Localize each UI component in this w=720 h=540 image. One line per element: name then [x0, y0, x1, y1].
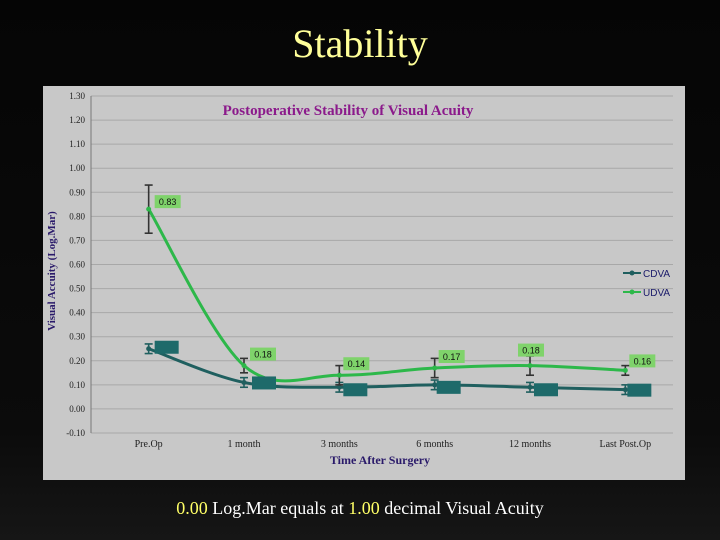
data-label-udva: 0.18 [250, 347, 276, 361]
marker-cdva [146, 346, 152, 352]
legend-label-cdva: CDVA [643, 269, 670, 280]
marker-cdva [527, 384, 533, 390]
chart-svg: 1.30 1.20 1.10 1.00 0.90 0.80 0.70 0.60 0.50 0.40… [46, 91, 673, 467]
data-label-text: 0.18 [522, 346, 540, 356]
y-tick-label: 0.50 [69, 284, 85, 294]
marker-udva [336, 372, 342, 378]
y-tick-label: 0.10 [69, 380, 85, 390]
y-tick-label: -0.10 [66, 428, 85, 438]
data-label-udva: 0.16 [629, 354, 656, 368]
y-tick-label: 0.90 [69, 187, 85, 197]
y-axis-label: Visual Accuity (Log.Mar) [46, 211, 58, 331]
data-label-box-cdva [343, 383, 368, 397]
y-tick-label: 0.80 [69, 211, 85, 221]
legend-marker [629, 270, 635, 276]
footer-text-tail: decimal Visual Acuity [379, 498, 544, 518]
footer-value-logmar: 0.00 [176, 498, 208, 518]
data-label-text: 0.16 [634, 356, 652, 366]
data-label-box-cdva [627, 383, 652, 397]
legend: CDVA UDVA [623, 269, 670, 299]
slide-title: Stability [292, 21, 428, 66]
marker-cdva [432, 382, 438, 388]
marker-cdva [336, 384, 342, 390]
data-label-text: 0.18 [254, 350, 272, 360]
x-tick-label: 6 months [416, 439, 453, 450]
y-tick-label: 0.30 [69, 332, 85, 342]
chart-panel: 1.30 1.20 1.10 1.00 0.90 0.80 0.70 0.60 0.50 0.40… [43, 86, 685, 480]
y-tick-label: 1.00 [69, 163, 85, 173]
y-tick-label: 0.00 [69, 404, 85, 414]
y-tick-label: 1.20 [69, 115, 85, 125]
footer-text-mid: Log.Mar equals at [207, 498, 349, 518]
data-label-box-cdva [154, 340, 179, 354]
x-axis-label: Time After Surgery [330, 453, 430, 467]
data-label-bg [438, 350, 465, 364]
x-tick-label: 12 months [509, 439, 551, 450]
x-tick-label: 3 months [321, 439, 358, 450]
y-tick-labels: 1.30 1.20 1.10 1.00 0.90 0.80 0.70 0.60 0.50 0.40… [66, 91, 85, 438]
legend-marker [629, 289, 635, 295]
data-label-text: 0.83 [159, 197, 177, 207]
marker-cdva [241, 379, 247, 385]
data-label-text: 0.17 [443, 352, 461, 362]
y-tick-label: 0.20 [69, 356, 85, 366]
gridlines [90, 95, 673, 434]
y-tick-label: 1.10 [69, 139, 85, 149]
data-label-bg [343, 357, 370, 371]
marker-udva [241, 363, 247, 369]
data-label-bg [154, 195, 181, 209]
data-label-text: 0.14 [348, 359, 366, 369]
data-label-udva: 0.18 [518, 343, 544, 357]
series-line-udva [147, 208, 626, 383]
footer-value-decimal: 1.00 [348, 498, 380, 518]
data-label-box-cdva [436, 380, 461, 394]
data-label-box-cdva [534, 383, 558, 397]
data-label-bg [629, 354, 656, 368]
y-tick-label: 0.60 [69, 260, 85, 270]
footer-note: 0.00 Log.Mar equals at 1.00 decimal Visu… [0, 498, 720, 519]
y-tick-label: 0.40 [69, 308, 85, 318]
data-label-bg [518, 343, 544, 357]
data-label-udva: 0.83 [154, 195, 181, 209]
marker-udva [146, 206, 152, 212]
marker-cdva [622, 387, 628, 393]
marker-udva [432, 365, 438, 371]
x-tick-label: 1 month [227, 439, 260, 450]
x-tick-label: Last Post.Op [599, 439, 651, 450]
data-label-udva: 0.14 [343, 357, 370, 371]
y-tick-label: 1.30 [69, 91, 85, 101]
y-tick-label: 0.70 [69, 235, 85, 245]
marker-udva [622, 367, 628, 373]
data-label-udva: 0.17 [438, 350, 465, 364]
data-label-box-cdva [252, 376, 276, 390]
x-tick-labels: Pre.Op 1 month 3 months 6 months 12 months La… [135, 439, 652, 450]
x-tick-label: Pre.Op [135, 439, 163, 450]
chart-title: Postoperative Stability of Visual Acuity [223, 103, 474, 119]
data-label-bg [250, 347, 276, 361]
legend-label-udva: UDVA [643, 288, 670, 299]
data-labels: 0.83 0.18 0.14 0.17 0.18 0.16 [154, 195, 656, 397]
marker-udva [527, 363, 533, 369]
